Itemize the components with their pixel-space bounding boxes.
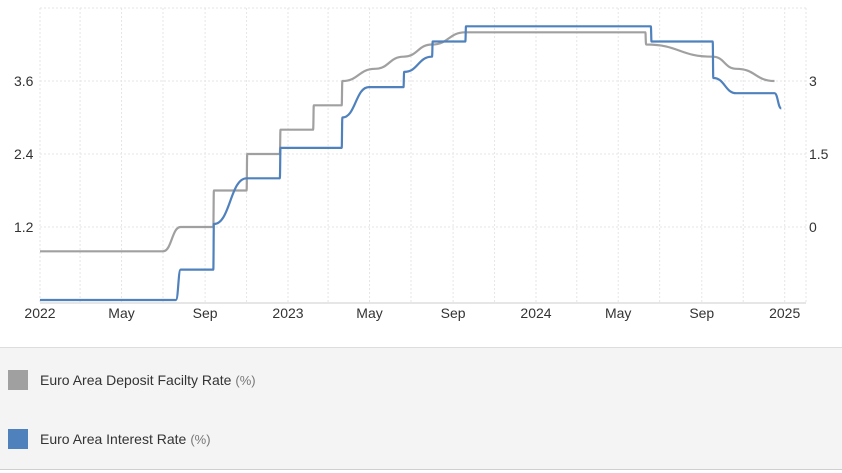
- x-tick-label: Sep: [441, 305, 466, 321]
- x-tick-label: 2023: [272, 305, 303, 321]
- x-tick-label: Sep: [689, 305, 714, 321]
- y-right-tick-label: 1.5: [809, 146, 829, 162]
- y-left-tick-label: 3.6: [14, 73, 34, 89]
- legend-swatch-interest-rate: [8, 429, 28, 449]
- y-left-tick-label: 1.2: [14, 219, 34, 235]
- tick-labels: 2022 May Sep 2023 May Sep 2024 May Sep 2025 1.2 2.4…: [14, 73, 829, 321]
- plot-background: [40, 8, 815, 303]
- series-line-deposit-facility-rate: [39, 31, 775, 253]
- legend-swatch-deposit-facility-rate: [8, 370, 28, 390]
- legend-item-deposit-facility-rate[interactable]: Euro Area Deposit Facilty Rate (%): [8, 369, 256, 391]
- series-layer: [39, 25, 782, 302]
- x-tick-label: 2025: [769, 305, 800, 321]
- y-right-tick-label: 3: [809, 73, 817, 89]
- x-tick-label: Sep: [193, 305, 218, 321]
- x-tick-label: 2022: [24, 305, 55, 321]
- legend-unit-interest-rate: (%): [190, 431, 211, 447]
- y-left-tick-label: 2.4: [14, 146, 34, 162]
- x-tick-label: May: [108, 305, 134, 321]
- legend-label-deposit-facility-rate: Euro Area Deposit Facilty Rate: [40, 372, 232, 388]
- legend-label-interest-rate: Euro Area Interest Rate: [40, 431, 187, 447]
- chart-area: 2022 May Sep 2023 May Sep 2024 May Sep 2025 1.2 2.4…: [14, 7, 829, 321]
- x-tick-label: May: [605, 305, 631, 321]
- line-chart: 2022 May Sep 2023 May Sep 2024 May Sep 2025 1.2 2.4…: [14, 7, 829, 321]
- legend-item-interest-rate[interactable]: Euro Area Interest Rate (%): [8, 428, 211, 450]
- legend: Euro Area Deposit Facilty Rate (%) Euro …: [0, 347, 842, 470]
- series-line-interest-rate: [39, 25, 782, 302]
- x-tick-label: May: [356, 305, 382, 321]
- y-right-tick-label: 0: [809, 219, 817, 235]
- x-tick-label: 2024: [520, 305, 551, 321]
- legend-unit-deposit-facility-rate: (%): [235, 372, 256, 388]
